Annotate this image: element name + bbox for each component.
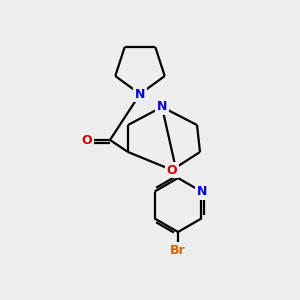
Text: N: N (197, 185, 208, 198)
Text: Br: Br (170, 244, 186, 256)
Text: O: O (167, 164, 177, 176)
Text: O: O (82, 134, 92, 146)
Text: N: N (157, 100, 167, 113)
Text: N: N (135, 88, 145, 100)
